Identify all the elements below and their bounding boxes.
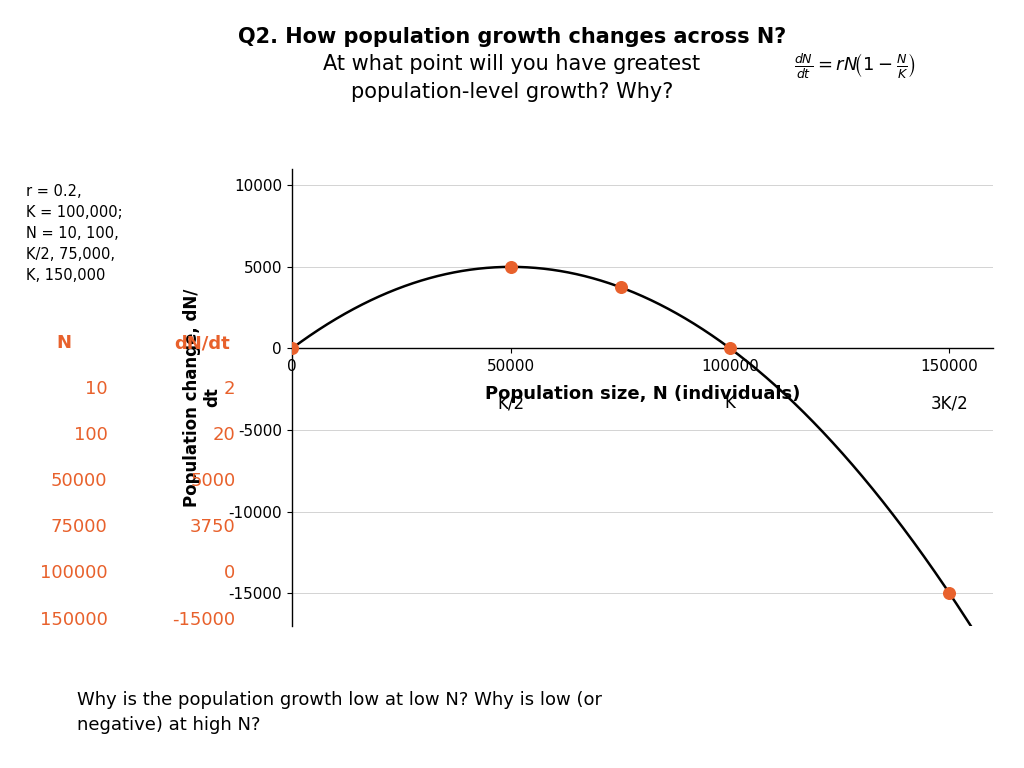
Text: 150000: 150000	[40, 611, 108, 628]
Text: -15000: -15000	[172, 611, 236, 628]
Text: 100000: 100000	[40, 564, 108, 582]
Text: 75000: 75000	[51, 518, 108, 536]
Text: 20: 20	[213, 426, 236, 444]
Text: N: N	[56, 334, 72, 352]
Text: 3K/2: 3K/2	[931, 394, 969, 412]
Text: population-level growth? Why?: population-level growth? Why?	[351, 82, 673, 102]
Text: 3750: 3750	[189, 518, 236, 536]
Text: 50000: 50000	[51, 472, 108, 490]
Text: $\frac{dN}{dt}=rN\!\left(1-\frac{N}{K}\right)$: $\frac{dN}{dt}=rN\!\left(1-\frac{N}{K}\r…	[794, 51, 916, 81]
Text: 2: 2	[224, 380, 236, 398]
Text: 10: 10	[85, 380, 108, 398]
Text: r = 0.2,
K = 100,000;
N = 10, 100,
K/2, 75,000,
K, 150,000: r = 0.2, K = 100,000; N = 10, 100, K/2, …	[26, 184, 122, 283]
Text: Why is the population growth low at low N? Why is low (or
negative) at high N?: Why is the population growth low at low …	[77, 691, 602, 734]
Text: K: K	[725, 394, 735, 412]
Point	[503, 261, 519, 273]
Point	[284, 343, 300, 355]
Text: Q2. How population growth changes across N?: Q2. How population growth changes across…	[238, 27, 786, 47]
Text: 5000: 5000	[190, 472, 236, 490]
Point	[941, 588, 957, 600]
Y-axis label: Population change, dN/
dt: Population change, dN/ dt	[182, 288, 221, 507]
Point	[612, 281, 629, 293]
Text: dN/dt: dN/dt	[174, 334, 229, 352]
Text: 0: 0	[224, 564, 236, 582]
Text: At what point will you have greatest: At what point will you have greatest	[324, 54, 700, 74]
Text: K/2: K/2	[498, 394, 524, 412]
Point	[722, 343, 738, 355]
X-axis label: Population size, N (individuals): Population size, N (individuals)	[485, 385, 800, 403]
Text: 100: 100	[74, 426, 108, 444]
